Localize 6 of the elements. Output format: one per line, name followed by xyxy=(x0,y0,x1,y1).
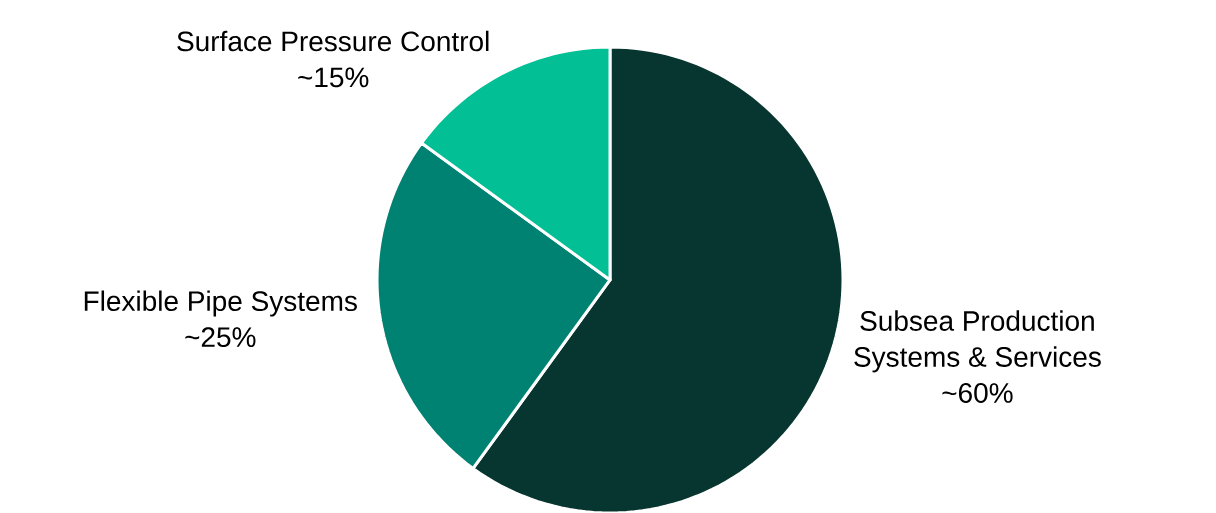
data-label: ~25% xyxy=(185,327,256,348)
slice-label: Flexible Pipe Systems xyxy=(84,290,357,317)
data-label: ~15% xyxy=(298,67,369,88)
data-label: ~60% xyxy=(942,383,1013,403)
slice-label: Subsea Production Systems & Services xyxy=(854,310,1101,373)
slice-label: Surface Pressure Control xyxy=(177,30,489,52)
